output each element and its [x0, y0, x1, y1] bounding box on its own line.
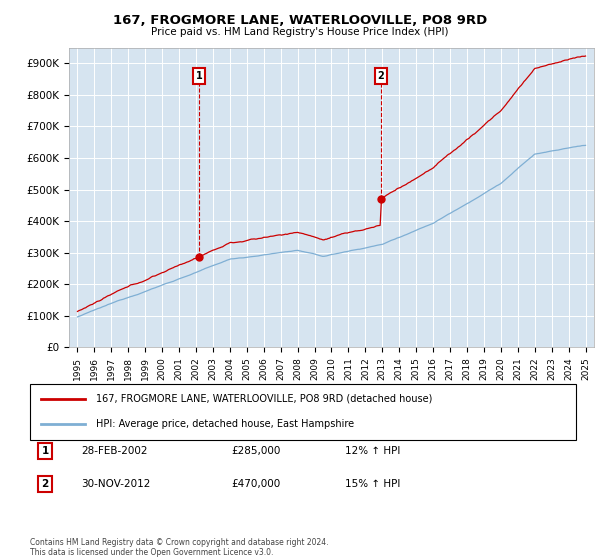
Text: £285,000: £285,000 — [231, 446, 280, 456]
FancyBboxPatch shape — [30, 384, 576, 440]
Text: Price paid vs. HM Land Registry's House Price Index (HPI): Price paid vs. HM Land Registry's House … — [151, 27, 449, 37]
Text: 2: 2 — [41, 479, 49, 489]
Text: 12% ↑ HPI: 12% ↑ HPI — [345, 446, 400, 456]
Text: HPI: Average price, detached house, East Hampshire: HPI: Average price, detached house, East… — [95, 419, 353, 430]
Text: 15% ↑ HPI: 15% ↑ HPI — [345, 479, 400, 489]
Text: 167, FROGMORE LANE, WATERLOOVILLE, PO8 9RD (detached house): 167, FROGMORE LANE, WATERLOOVILLE, PO8 9… — [95, 394, 432, 404]
Text: 167, FROGMORE LANE, WATERLOOVILLE, PO8 9RD: 167, FROGMORE LANE, WATERLOOVILLE, PO8 9… — [113, 14, 487, 27]
Text: 30-NOV-2012: 30-NOV-2012 — [81, 479, 151, 489]
Text: 1: 1 — [196, 71, 202, 81]
Text: Contains HM Land Registry data © Crown copyright and database right 2024.
This d: Contains HM Land Registry data © Crown c… — [30, 538, 329, 557]
Text: 1: 1 — [41, 446, 49, 456]
Text: £470,000: £470,000 — [231, 479, 280, 489]
Text: 28-FEB-2002: 28-FEB-2002 — [81, 446, 148, 456]
Text: 2: 2 — [377, 71, 385, 81]
